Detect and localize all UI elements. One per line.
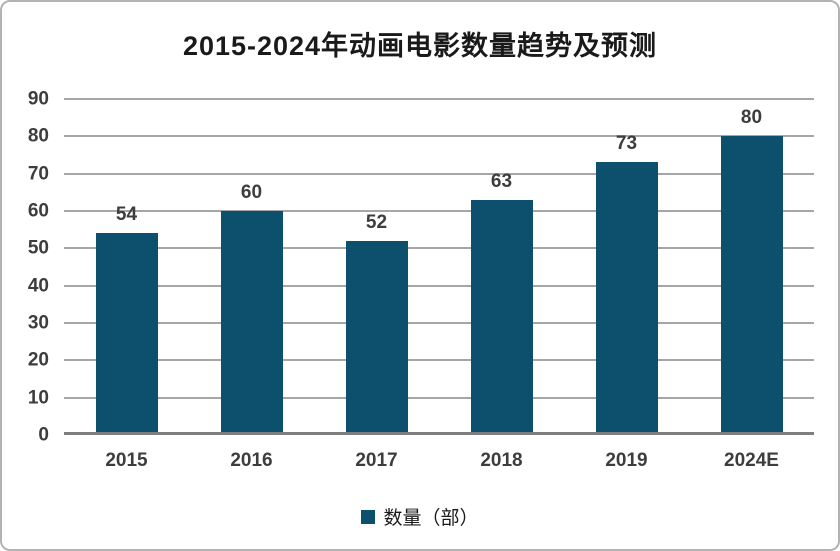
bar-2015 [95,233,158,435]
plot-area: 0 10 20 30 40 50 60 70 80 90 54 60 52 63 73 80 [28,90,814,445]
legend: 数量（部） [2,503,838,530]
gridline [64,172,814,175]
x-tick-label: 2019 [605,450,648,471]
x-tick-label: 2018 [480,450,523,471]
gridline [64,135,814,138]
x-tick-label: 2015 [105,450,148,471]
x-tick-label: 2016 [230,450,273,471]
legend-label: 数量（部） [383,508,479,529]
bar-2017 [345,240,408,435]
y-tick-label: 70 [27,163,49,185]
gridline [64,284,814,287]
data-label: 80 [740,107,763,129]
y-tick-label: 80 [27,125,49,147]
y-tick-label: 60 [27,200,49,222]
y-tick-label: 30 [27,312,49,334]
y-tick-label: 20 [27,349,49,371]
y-tick-label: 90 [27,88,49,110]
y-tick-label: 40 [27,275,49,297]
x-axis-line [64,432,814,435]
bar-2024E [720,136,783,435]
gridline [64,396,814,399]
y-tick-label: 50 [27,237,49,259]
bar-2019 [595,162,658,435]
x-tick-label: 2017 [355,450,398,471]
bar-2016 [220,211,283,435]
chart-title: 2015-2024年动画电影数量趋势及预测 [182,31,658,61]
gridline [64,210,814,212]
gridline [64,359,814,362]
bar-2018 [470,199,533,435]
data-label: 52 [365,211,388,233]
gridline [64,247,814,250]
data-label: 54 [115,204,138,226]
data-label: 60 [240,182,263,203]
legend-swatch-icon [361,509,376,524]
gridline [64,322,814,324]
data-label: 63 [490,170,513,192]
y-tick-label: 10 [27,387,49,409]
y-tick-label: 0 [38,424,49,446]
gridline [64,98,814,100]
x-tick-label: 2024E [724,450,779,471]
x-axis-labels: 2015 2016 2017 2018 2019 2024E [64,450,814,472]
data-label: 73 [615,133,638,155]
